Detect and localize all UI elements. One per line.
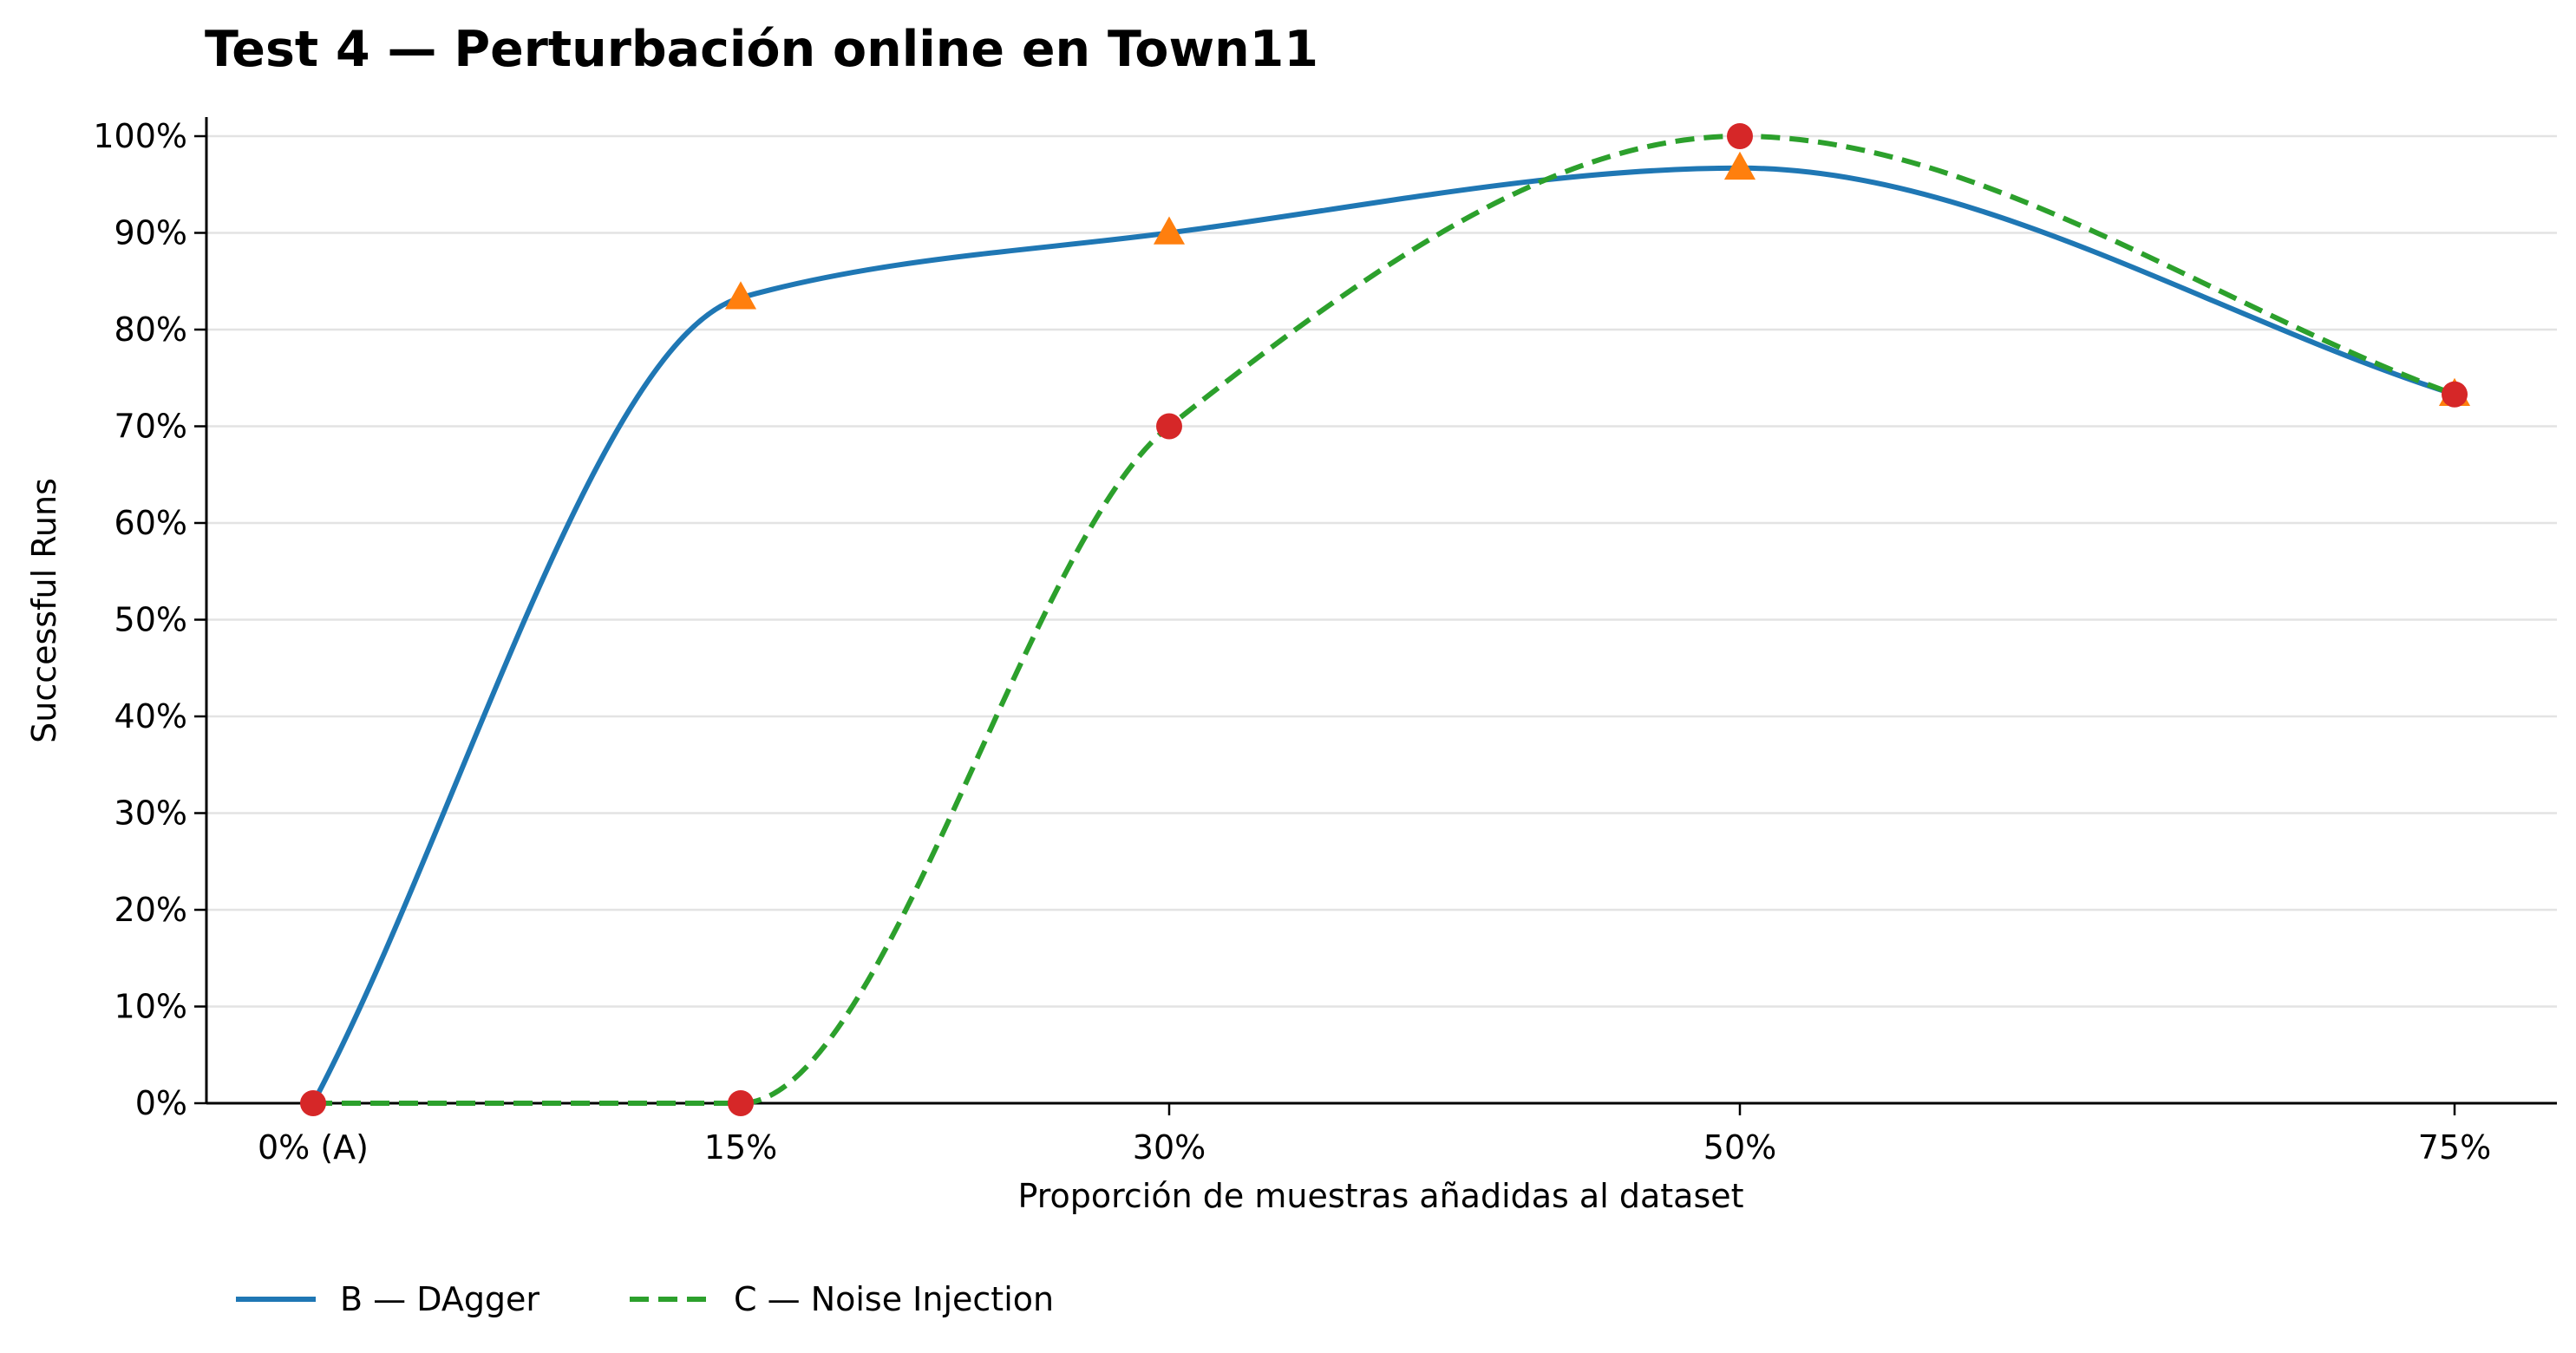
y-tick-label: 90% — [114, 214, 187, 252]
gridlines — [206, 134, 2557, 1008]
y-tick-label: 70% — [114, 408, 187, 446]
y-tick-label: 0% — [135, 1084, 187, 1122]
series-line-1 — [311, 165, 2455, 1105]
y-tick-label: 80% — [114, 310, 187, 349]
y-ticks: 0% 10% 20% 30% 40% 50% 60% 70% 80% 90% 100% — [93, 117, 206, 1122]
y-tick-label: 50% — [114, 601, 187, 639]
y-tick-label: 100% — [93, 117, 187, 155]
y-tick-label: 30% — [114, 794, 187, 833]
axes — [205, 117, 2557, 1105]
y-axis-label: Successful Runs — [25, 478, 63, 743]
x-tick-label: 50% — [1703, 1128, 1776, 1167]
series-point — [724, 281, 757, 310]
chart-title: Test 4 — Perturbación online en Town11 — [205, 21, 1318, 78]
series-point — [2442, 381, 2468, 408]
legend: B — DAgger C — Noise Injection — [236, 1280, 1054, 1318]
series-point — [300, 1090, 326, 1116]
x-tick-label: 0% (A) — [258, 1128, 369, 1167]
x-tick-label: 15% — [704, 1128, 777, 1167]
y-tick-label: 10% — [114, 988, 187, 1026]
series-markers — [300, 123, 2471, 1116]
series-point — [1723, 151, 1756, 180]
x-ticks: 0% (A) 15% 30% 50% 75% — [258, 1103, 2491, 1167]
y-tick-label: 20% — [114, 891, 187, 929]
series-point — [1153, 216, 1186, 245]
x-tick-label: 75% — [2418, 1128, 2491, 1167]
series-line-2 — [313, 134, 2456, 1107]
x-axis-label: Proporción de muestras añadidas al datas… — [1017, 1177, 1743, 1215]
y-tick-label: 60% — [114, 504, 187, 542]
series-point — [1727, 123, 1753, 149]
legend-label: B — DAgger — [340, 1280, 539, 1318]
x-tick-label: 30% — [1133, 1128, 1206, 1167]
legend-label: C — Noise Injection — [734, 1280, 1054, 1318]
series-point — [1156, 413, 1182, 440]
series-point — [728, 1090, 754, 1116]
y-tick-label: 40% — [114, 697, 187, 735]
